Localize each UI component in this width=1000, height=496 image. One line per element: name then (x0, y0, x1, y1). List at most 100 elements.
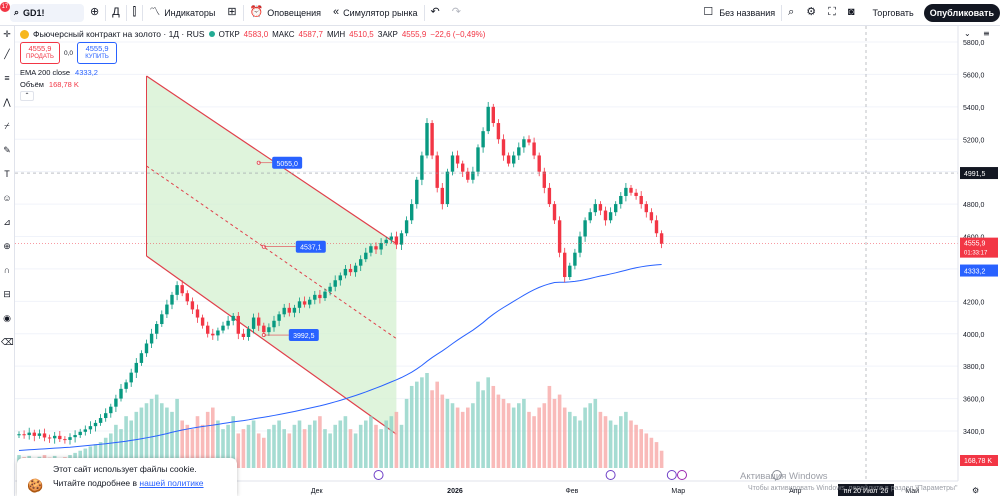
forecast-tool[interactable]: ⌿ (1, 120, 13, 132)
candle-body (629, 187, 633, 193)
volume-bar (369, 416, 373, 468)
lock-tool[interactable]: ⊟ (1, 288, 13, 300)
alerts-button[interactable]: ⏰ Оповещения (244, 0, 327, 26)
time-axis[interactable]: НояДек2026ФевМарАпрМайИюнИюлАвгпн 20 Июл… (15, 470, 1000, 496)
sell-button[interactable]: 4555,9 ПРОДАТЬ (20, 42, 60, 64)
ema-polyline (18, 264, 662, 451)
notification-badge[interactable]: 17 (0, 2, 10, 12)
eye-icon: ◉ (3, 313, 11, 323)
candle-body (216, 330, 220, 336)
undo-button[interactable]: ↶ (425, 0, 446, 26)
candle-body (353, 265, 358, 273)
candle-body (313, 294, 317, 300)
redo-button[interactable]: ↷ (446, 0, 467, 26)
candle-body (654, 220, 659, 234)
legend-title[interactable]: Фьючерсный контракт на золото · 1Д · RUS (33, 29, 205, 39)
fullscreen-icon: ⛶ (828, 6, 836, 18)
time-tick-label: 2026 (447, 488, 463, 495)
snapshot-button[interactable]: ◙ (842, 0, 861, 26)
candle-body (389, 236, 393, 240)
price-axis[interactable]: 5800,05600,05400,05200,05000,04800,04600… (957, 26, 1000, 496)
volume-bar (629, 420, 633, 468)
candle-body (37, 433, 42, 436)
trade-button[interactable]: Торговать (872, 7, 914, 18)
measure-tool[interactable]: ⊿ (1, 216, 13, 228)
add-symbol-button[interactable]: ⊕ (84, 0, 105, 26)
volume-bar (573, 416, 577, 468)
cookie-icon: 🍪 (27, 478, 44, 493)
candle-body (318, 294, 322, 299)
fullscreen-button[interactable]: ⛶ (822, 0, 842, 26)
candle-body (17, 434, 21, 436)
volume-bar (185, 424, 190, 468)
volume-bar (221, 429, 225, 468)
layout-button[interactable]: ☐ Без названия (697, 0, 781, 26)
change-value: −22,6 (−0,49%) (430, 29, 486, 39)
candle-body (461, 163, 465, 172)
magnet-tool[interactable]: ∩ (1, 264, 13, 276)
candle-body (517, 147, 521, 156)
divider (781, 4, 783, 21)
volume-bar (216, 420, 220, 468)
lock-icon: ⊟ (3, 289, 11, 299)
volume-bar (588, 403, 592, 468)
interval-button[interactable]: Д (106, 0, 125, 26)
cookie-policy-link[interactable]: нашей политике (139, 478, 204, 488)
quick-search-button[interactable]: ⌕ (782, 0, 800, 26)
volume-bar (282, 429, 286, 468)
symbol-search[interactable]: ⌕ GD1! (10, 3, 84, 22)
shapes-icon: ✎ (3, 145, 11, 155)
price-tick-label: 4000,0 (963, 332, 985, 339)
candle-body (522, 139, 526, 148)
hide-tool[interactable]: ◉ (1, 312, 13, 324)
pattern-tool[interactable]: ⋀ (1, 96, 13, 108)
candle-body (603, 210, 608, 221)
ema-legend[interactable]: EMA 200 close 4333,2 (20, 68, 485, 77)
icons-tool[interactable]: ☺ (1, 192, 13, 204)
replay-button[interactable]: « Симулятор рынка (327, 0, 424, 26)
price-chart[interactable]: 5055,0 4537,1 3992,5 5800,0 5600,0 5400,0 520… (15, 26, 1000, 496)
trendline-tool[interactable]: ╱ (1, 48, 13, 60)
trash-tool[interactable]: ⌫ (1, 336, 14, 348)
symbol-name: GD1! (23, 7, 45, 18)
crosshair-tool[interactable]: ✛ (1, 28, 13, 40)
fib-tool[interactable]: ≡ (1, 72, 13, 84)
volume-bar (659, 450, 664, 468)
candle-body (190, 301, 195, 310)
candle-body (246, 328, 251, 337)
candle-body (634, 192, 638, 196)
parallel-channel[interactable] (146, 75, 397, 435)
candle-body (68, 437, 72, 440)
buy-button[interactable]: 4555,9 КУПИТЬ (77, 42, 118, 64)
text-tool[interactable]: T (1, 168, 13, 180)
candle-body (557, 220, 562, 253)
indicators-button[interactable]: 〽 Индикаторы (143, 0, 221, 26)
ruler-icon: ⊿ (3, 217, 11, 227)
buy-label: КУПИТЬ (85, 54, 109, 60)
zoom-tool[interactable]: ⊕ (1, 240, 13, 252)
volume-bar (435, 381, 439, 468)
templates-button[interactable]: ⊞ (221, 0, 242, 26)
candle-body (435, 155, 439, 188)
volume-legend[interactable]: Объём 168,78 K (20, 80, 485, 89)
candle-body (200, 317, 205, 326)
volume-bar (328, 433, 332, 468)
publish-button[interactable]: Опубликовать (923, 3, 1000, 22)
candle-body (129, 372, 133, 383)
shapes-tool[interactable]: ✎ (1, 144, 13, 156)
chart-type-button[interactable]: ⫿ (127, 0, 143, 26)
volume-bar (639, 429, 643, 468)
candle-body (63, 439, 67, 441)
volume-bar (313, 420, 317, 468)
cookie-banner: 🍪 Этот сайт использует файлы cookie. Чит… (17, 458, 237, 496)
volume-bar (517, 403, 521, 468)
collapse-legend-button[interactable]: ⌃ (20, 91, 34, 101)
candle-body (308, 299, 312, 305)
layout-name: Без названия (719, 7, 776, 18)
volume-bar (241, 429, 246, 468)
settings-button[interactable]: ⚙ (800, 0, 822, 26)
candle-body (251, 317, 256, 329)
candle-body (471, 171, 475, 180)
candle-body (109, 406, 113, 414)
axis-settings-icon: ⚙ (972, 486, 979, 495)
